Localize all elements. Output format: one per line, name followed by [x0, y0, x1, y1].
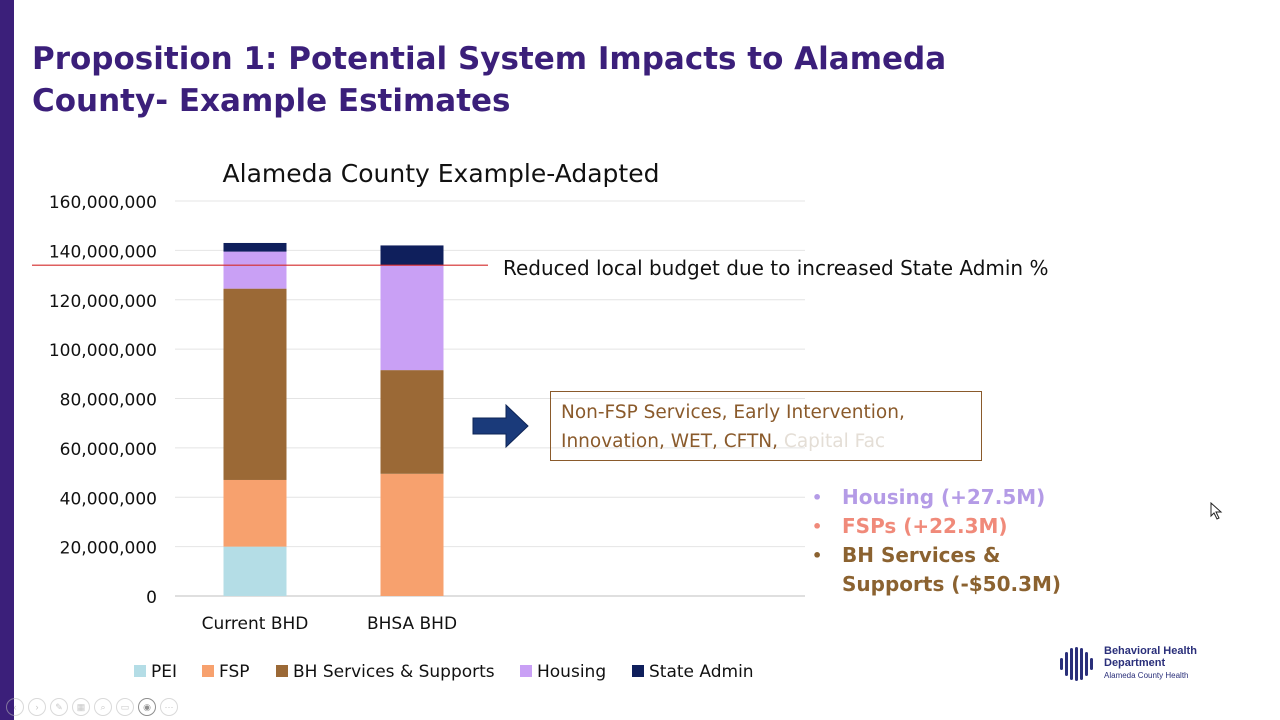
- right-arrow-icon: [472, 403, 529, 449]
- camera-icon[interactable]: ◉: [138, 698, 156, 716]
- bullet-text: BH Services & Supports (-$50.3M): [842, 543, 1062, 596]
- callout-box: Non-FSP Services, Early Intervention, In…: [550, 391, 982, 461]
- logo-icon: [1060, 646, 1093, 681]
- legend-swatch: [134, 665, 146, 677]
- legend-label: FSP: [219, 662, 250, 682]
- legend-swatch: [202, 665, 214, 677]
- slide-title: Proposition 1: Potential System Impacts …: [32, 41, 947, 119]
- bar-segment: [380, 265, 444, 371]
- bar-segment: [223, 546, 287, 596]
- logo-title-line-1: Behavioral Health: [1104, 645, 1197, 657]
- bar-segment: [223, 479, 287, 547]
- y-tick-label: 40,000,000: [60, 489, 157, 509]
- legend-label: BH Services & Supports: [293, 662, 495, 682]
- y-axis-tick-labels: 0 20,000,000 40,000,000 60,000,000 80,000,00…: [49, 193, 157, 608]
- legend-swatch: [276, 665, 288, 677]
- bar-segment: [223, 288, 287, 480]
- y-tick-label: 100,000,000: [49, 341, 157, 361]
- legend-label: State Admin: [649, 662, 754, 682]
- reduced-budget-annotation: Reduced local budget due to increased St…: [503, 256, 1049, 280]
- callout-line-2-text: Innovation, WET, CFTN,: [561, 431, 779, 452]
- mouse-pointer-icon: [1210, 502, 1223, 520]
- y-tick-label: 140,000,000: [49, 242, 157, 262]
- legend-label: Housing: [537, 662, 606, 682]
- subtitles-icon[interactable]: ▭: [116, 698, 134, 716]
- logo-title-line-2: Department: [1104, 657, 1166, 669]
- bullet-fsps: • FSPs (+22.3M): [812, 514, 1008, 538]
- department-logo: Behavioral Health Department Alameda Cou…: [1058, 645, 1197, 682]
- bullet-text: FSPs (+22.3M): [842, 514, 1008, 538]
- callout-line-2: Innovation, WET, CFTN, Capital Fac: [561, 427, 971, 456]
- bullet-housing: • Housing (+27.5M): [812, 485, 1046, 509]
- callout-line-1: Non-FSP Services, Early Intervention,: [561, 402, 905, 423]
- prev-slide-icon[interactable]: ‹: [6, 698, 24, 716]
- slides-icon[interactable]: ▦: [72, 698, 90, 716]
- pen-icon[interactable]: ✎: [50, 698, 68, 716]
- legend-swatch: [632, 665, 644, 677]
- bar-segment: [380, 245, 444, 266]
- bar-segment: [380, 473, 444, 596]
- more-options-icon[interactable]: ⋯: [160, 698, 178, 716]
- bullet-text: Housing (+27.5M): [842, 485, 1046, 509]
- bars: [223, 242, 444, 596]
- bar-segment: [380, 370, 444, 474]
- zoom-icon[interactable]: ⌕: [94, 698, 112, 716]
- impact-bullet-list: • Housing (+27.5M) • FSPs (+22.3M) • BH Ser…: [810, 483, 1082, 599]
- y-tick-label: 160,000,000: [49, 193, 157, 213]
- legend-swatch: [520, 665, 532, 677]
- legend-label: PEI: [151, 662, 177, 682]
- left-accent-stripe: [0, 0, 14, 720]
- x-axis-category-labels: Current BHD BHSA BHD: [202, 614, 457, 634]
- legend: PEI FSP BH Services & Supports Housing State…: [134, 662, 754, 682]
- y-tick-label: 0: [146, 588, 157, 608]
- chart-title: Alameda County Example-Adapted: [223, 159, 660, 188]
- y-tick-label: 80,000,000: [60, 391, 157, 411]
- bar-segment: [223, 242, 287, 252]
- y-tick-label: 60,000,000: [60, 440, 157, 460]
- y-tick-label: 20,000,000: [60, 539, 157, 559]
- bullet-bh-services: • BH Services & Supports (-$50.3M): [812, 543, 1062, 596]
- x-category-label: BHSA BHD: [367, 614, 457, 634]
- next-slide-icon[interactable]: ›: [28, 698, 46, 716]
- callout-faded-text: Capital Fac: [783, 431, 886, 452]
- logo-subtitle: Alameda County Health: [1104, 671, 1189, 680]
- y-tick-label: 120,000,000: [49, 292, 157, 312]
- bar-segment: [223, 251, 287, 289]
- x-category-label: Current BHD: [202, 614, 309, 634]
- presentation-toolbar: ‹ › ✎ ▦ ⌕ ▭ ◉ ⋯: [6, 698, 178, 716]
